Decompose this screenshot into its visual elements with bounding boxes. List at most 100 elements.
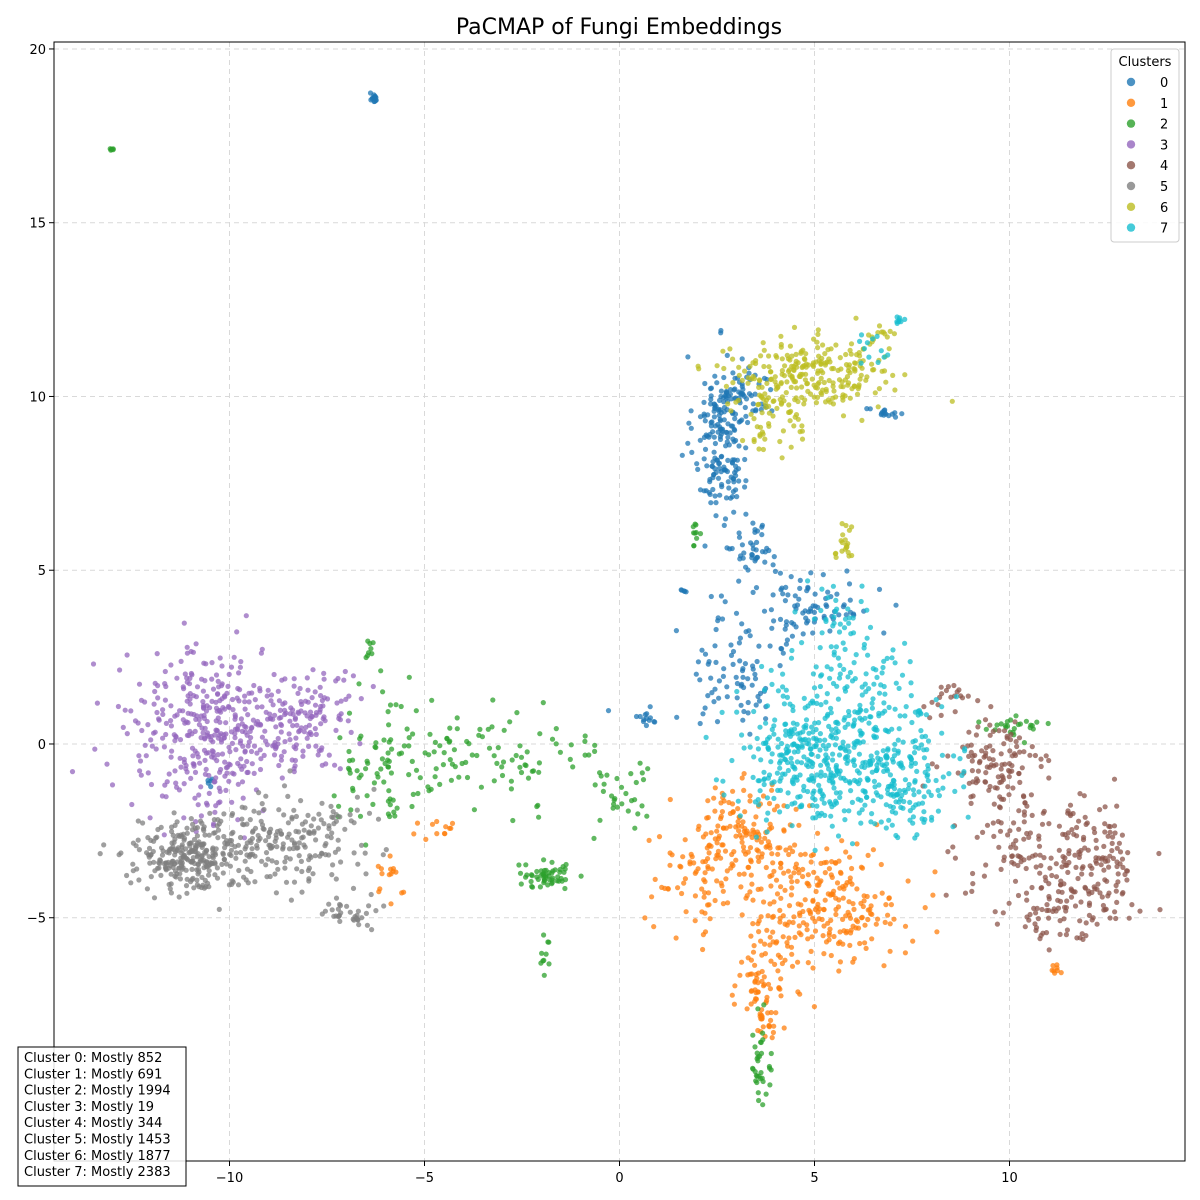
data-point <box>447 757 453 763</box>
data-point <box>788 574 794 580</box>
data-point <box>869 361 875 367</box>
data-point <box>293 746 299 752</box>
data-point <box>763 864 769 871</box>
data-point <box>724 352 730 358</box>
data-point <box>743 895 749 901</box>
data-point <box>862 789 868 795</box>
data-point <box>1102 821 1108 827</box>
data-point <box>705 890 712 896</box>
data-point <box>905 786 912 792</box>
data-point <box>1050 908 1056 915</box>
data-point <box>768 1017 774 1024</box>
data-point <box>784 379 790 385</box>
data-point <box>835 904 842 910</box>
data-point <box>734 494 740 500</box>
data-point <box>935 787 941 794</box>
data-point <box>760 740 767 747</box>
data-point <box>818 361 824 367</box>
data-point <box>849 881 855 887</box>
data-point <box>739 912 745 918</box>
data-point <box>811 685 818 691</box>
data-point <box>646 837 652 844</box>
data-point <box>949 398 955 404</box>
data-point <box>329 872 335 878</box>
data-point <box>449 761 455 767</box>
data-point <box>171 810 177 816</box>
data-point <box>876 323 883 329</box>
data-point <box>804 381 810 387</box>
data-point <box>137 758 144 764</box>
data-point <box>1014 743 1020 750</box>
data-point <box>254 704 260 710</box>
data-point <box>759 968 765 975</box>
data-point <box>385 764 392 770</box>
data-point <box>800 631 806 637</box>
data-point <box>854 779 860 785</box>
data-point <box>841 625 848 631</box>
data-point <box>244 866 250 872</box>
data-point <box>902 950 909 956</box>
data-point <box>210 855 216 861</box>
data-point <box>789 879 795 885</box>
data-point <box>193 846 199 852</box>
data-point <box>933 697 939 703</box>
data-point <box>307 709 314 715</box>
data-point <box>862 940 868 946</box>
data-point <box>187 675 193 682</box>
data-point <box>771 899 777 905</box>
data-point <box>543 951 549 957</box>
data-point <box>712 493 718 499</box>
data-point <box>296 710 302 716</box>
data-point <box>815 381 821 387</box>
data-point <box>856 382 862 388</box>
data-point <box>828 813 834 819</box>
data-point <box>386 872 392 878</box>
data-point <box>1009 753 1016 759</box>
data-point <box>740 819 746 825</box>
data-point <box>994 722 1000 728</box>
data-point <box>784 694 791 701</box>
data-point <box>597 770 603 776</box>
data-point <box>1046 915 1052 921</box>
data-point <box>717 416 723 422</box>
data-point <box>777 919 783 925</box>
data-point <box>808 759 815 765</box>
data-point <box>701 411 707 417</box>
data-point <box>1102 804 1108 810</box>
data-point <box>319 851 325 857</box>
data-point <box>804 620 810 626</box>
data-point <box>711 414 718 420</box>
data-point <box>513 752 519 759</box>
data-point <box>948 694 954 700</box>
data-point <box>1016 735 1023 741</box>
data-point <box>952 855 959 861</box>
data-point <box>754 528 761 534</box>
data-point <box>545 939 551 945</box>
data-point <box>237 687 243 693</box>
data-point <box>812 847 818 854</box>
data-point <box>922 733 929 740</box>
data-point <box>834 591 840 597</box>
data-point <box>423 836 429 843</box>
data-point <box>697 437 703 443</box>
data-point <box>679 890 685 897</box>
data-point <box>1006 900 1012 906</box>
data-point <box>979 748 985 754</box>
data-point <box>235 781 241 787</box>
data-point <box>847 669 854 676</box>
data-point <box>799 436 806 442</box>
data-point <box>774 770 781 776</box>
data-point <box>162 697 168 703</box>
data-point <box>1083 920 1089 926</box>
data-point <box>788 384 794 390</box>
data-point <box>756 778 763 784</box>
data-point <box>795 989 801 995</box>
data-point <box>529 768 535 774</box>
data-point <box>857 715 863 721</box>
data-point <box>191 885 197 891</box>
data-point <box>292 763 298 769</box>
data-point <box>843 748 849 754</box>
data-point <box>692 521 698 527</box>
data-point <box>209 754 215 760</box>
data-point <box>755 693 761 700</box>
